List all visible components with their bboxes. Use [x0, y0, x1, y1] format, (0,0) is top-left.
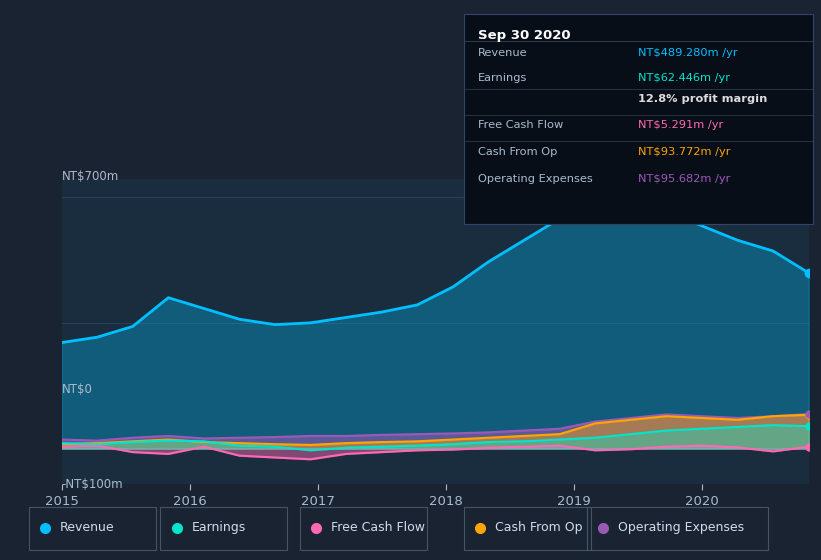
Bar [587, 507, 768, 550]
Text: Revenue: Revenue [60, 521, 115, 534]
Text: -NT$100m: -NT$100m [62, 478, 123, 491]
Text: NT$700m: NT$700m [62, 170, 119, 183]
Text: Cash From Op: Cash From Op [478, 147, 557, 157]
Text: NT$0: NT$0 [62, 382, 93, 396]
Text: NT$93.772m /yr: NT$93.772m /yr [639, 147, 731, 157]
Text: Sep 30 2020: Sep 30 2020 [478, 29, 571, 41]
Text: NT$5.291m /yr: NT$5.291m /yr [639, 120, 723, 130]
Text: Operating Expenses: Operating Expenses [618, 521, 745, 534]
Bar [29, 507, 156, 550]
Text: Free Cash Flow: Free Cash Flow [331, 521, 424, 534]
Text: Earnings: Earnings [191, 521, 245, 534]
Text: 12.8% profit margin: 12.8% profit margin [639, 94, 768, 104]
Text: NT$95.682m /yr: NT$95.682m /yr [639, 174, 731, 184]
Text: Cash From Op: Cash From Op [495, 521, 583, 534]
Text: Revenue: Revenue [478, 48, 527, 58]
Text: Earnings: Earnings [478, 73, 527, 83]
Text: Free Cash Flow: Free Cash Flow [478, 120, 563, 130]
Bar [300, 507, 427, 550]
Bar [464, 507, 591, 550]
Text: NT$489.280m /yr: NT$489.280m /yr [639, 48, 738, 58]
Text: Operating Expenses: Operating Expenses [478, 174, 593, 184]
Text: NT$62.446m /yr: NT$62.446m /yr [639, 73, 731, 83]
Bar [160, 507, 287, 550]
